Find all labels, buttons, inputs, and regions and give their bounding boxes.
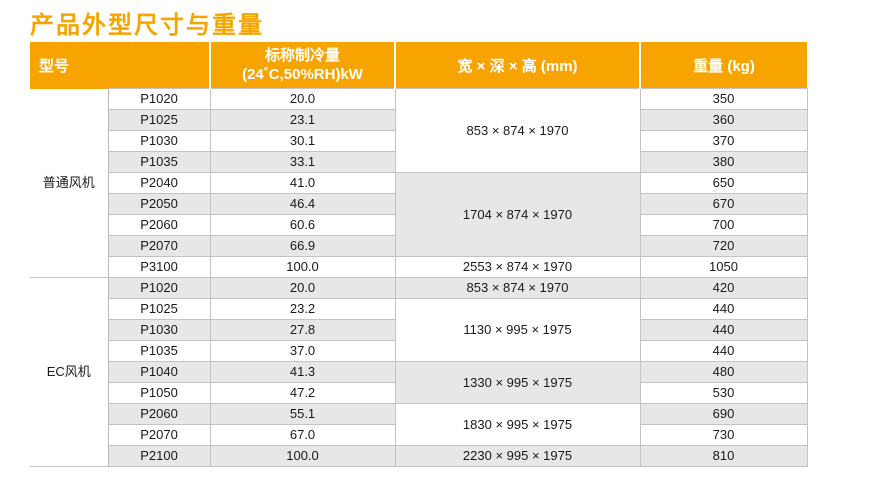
weight-cell: 480 [639,361,808,383]
capacity-cell: 41.0 [209,172,396,194]
dimensions-cell: 2230 × 995 × 1975 [394,445,641,467]
table-body: 普通风机 P1020 20.0 853 × 874 × 1970 350 P1025 23.… [30,88,808,467]
model-cell: P1020 [107,88,211,110]
dimensions-cell: 1130 × 995 × 1975 [394,298,641,362]
weight-cell: 420 [639,277,808,299]
model-cell: P1030 [107,319,211,341]
header-capacity: 标称制冷量 (24˚C,50%RH)kW [209,42,396,89]
weight-cell: 700 [639,214,808,236]
capacity-cell: 33.1 [209,151,396,173]
page-title: 产品外型尺寸与重量 [30,12,264,39]
capacity-cell: 41.3 [209,361,396,383]
model-cell: P1025 [107,109,211,131]
header-model: 型号 [30,42,211,89]
weight-cell: 1050 [639,256,808,278]
weight-cell: 360 [639,109,808,131]
model-cell: P2070 [107,235,211,257]
header-dimensions: 宽 × 深 × 高 (mm) [394,42,641,89]
table-row: P1035 37.0 440 [30,340,808,362]
capacity-cell: 37.0 [209,340,396,362]
table-row: P1035 33.1 380 [30,151,808,173]
table-row: P2050 46.4 670 [30,193,808,215]
header-weight: 重量 (kg) [639,42,808,89]
dimensions-cell: 1830 × 995 × 1975 [394,403,641,446]
table-row: P1025 23.2 1130 × 995 × 1975 440 [30,298,808,362]
table-header: 型号 标称制冷量 (24˚C,50%RH)kW 宽 × 深 × 高 (mm) 重… [30,42,808,89]
table-row: P2060 60.6 700 [30,214,808,236]
weight-cell: 370 [639,130,808,152]
spec-table: 型号 标称制冷量 (24˚C,50%RH)kW 宽 × 深 × 高 (mm) 重… [30,42,808,467]
weight-cell: 730 [639,424,808,446]
dimensions-cell: 853 × 874 × 1970 [394,88,641,173]
table-row: 普通风机 P1020 20.0 853 × 874 × 1970 350 [30,88,808,278]
weight-cell: 650 [639,172,808,194]
table-row: P2040 41.0 1704 × 874 × 1970 650 [30,172,808,257]
model-cell: P1035 [107,151,211,173]
capacity-cell: 27.8 [209,319,396,341]
model-cell: P1035 [107,340,211,362]
dimensions-cell: 853 × 874 × 1970 [394,277,641,299]
table-row: P2100 100.0 2230 × 995 × 1975 810 [30,445,808,467]
capacity-cell: 60.6 [209,214,396,236]
model-cell: P1050 [107,382,211,404]
weight-cell: 380 [639,151,808,173]
model-cell: P1030 [107,130,211,152]
capacity-cell: 47.2 [209,382,396,404]
weight-cell: 670 [639,193,808,215]
capacity-cell: 55.1 [209,403,396,425]
weight-cell: 440 [639,319,808,341]
model-cell: P2050 [107,193,211,215]
table-row: P2060 55.1 1830 × 995 × 1975 690 [30,403,808,446]
model-cell: P1025 [107,298,211,320]
header-capacity-line2: (24˚C,50%RH)kW [242,66,363,83]
model-cell: P2100 [107,445,211,467]
weight-cell: 530 [639,382,808,404]
dimensions-cell: 1704 × 874 × 1970 [394,172,641,257]
weight-cell: 440 [639,340,808,362]
model-cell: P1040 [107,361,211,383]
table-row: P1030 30.1 370 [30,130,808,152]
model-cell: P2060 [107,403,211,425]
weight-cell: 810 [639,445,808,467]
capacity-cell: 66.9 [209,235,396,257]
table-row: P2070 67.0 730 [30,424,808,446]
capacity-cell: 46.4 [209,193,396,215]
capacity-cell: 100.0 [209,256,396,278]
header-capacity-line1: 标称制冷量 [265,47,341,64]
group-label: 普通风机 [30,88,109,278]
table-row: P2070 66.9 720 [30,235,808,257]
capacity-cell: 23.2 [209,298,396,320]
table-row: P3100 100.0 2553 × 874 × 1970 1050 [30,256,808,278]
capacity-cell: 23.1 [209,109,396,131]
dimensions-cell: 1330 × 995 × 1975 [394,361,641,404]
weight-cell: 690 [639,403,808,425]
table-row: P1040 41.3 1330 × 995 × 1975 480 [30,361,808,404]
capacity-cell: 20.0 [209,88,396,110]
capacity-cell: 100.0 [209,445,396,467]
weight-cell: 350 [639,88,808,110]
model-cell: P1020 [107,277,211,299]
table-row: EC风机 P1020 20.0 853 × 874 × 1970 420 [30,277,808,467]
model-cell: P2040 [107,172,211,194]
capacity-cell: 67.0 [209,424,396,446]
weight-cell: 440 [639,298,808,320]
header-row: 型号 标称制冷量 (24˚C,50%RH)kW 宽 × 深 × 高 (mm) 重… [30,42,808,89]
capacity-cell: 20.0 [209,277,396,299]
group-label: EC风机 [30,277,109,467]
model-cell: P3100 [107,256,211,278]
table-row: P1030 27.8 440 [30,319,808,341]
capacity-cell: 30.1 [209,130,396,152]
weight-cell: 720 [639,235,808,257]
model-cell: P2060 [107,214,211,236]
table-row: P1025 23.1 360 [30,109,808,131]
model-cell: P2070 [107,424,211,446]
dimensions-cell: 2553 × 874 × 1970 [394,256,641,278]
